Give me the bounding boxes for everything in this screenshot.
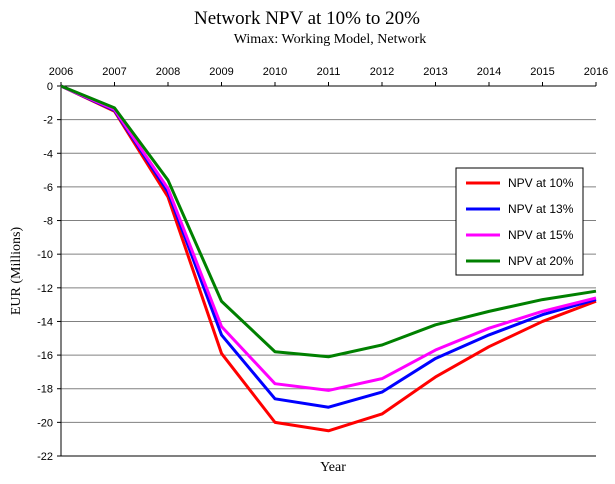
y-tick-label: -12 — [37, 283, 53, 295]
y-tick-label: -16 — [37, 350, 53, 362]
legend-label: NPV at 20% — [508, 254, 574, 268]
y-axis-label: EUR (Millions) — [9, 227, 24, 316]
y-tick-label: -18 — [37, 384, 53, 396]
x-tick-label: 2016 — [584, 66, 608, 78]
y-tick-label: -8 — [43, 216, 53, 228]
chart-subtitle: Wimax: Working Model, Network — [234, 32, 426, 47]
x-tick-labels: 2006 2007 2008 2009 2010 2011 2012 2013 2014 2015… — [49, 66, 608, 78]
axes — [57, 82, 597, 457]
x-tick-label: 2007 — [102, 66, 126, 78]
x-tick-label: 2008 — [156, 66, 180, 78]
x-tick-label: 2010 — [263, 66, 287, 78]
series-line-1 — [60, 84, 597, 433]
y-tick-labels: 0 -2 -4 -6 -8 -10 -12 -14 -16 -18 -20 -22 — [37, 81, 53, 463]
legend-label: NPV at 15% — [508, 228, 574, 242]
chart-title: Network NPV at 10% to 20% — [194, 8, 420, 29]
y-tick-label: -6 — [43, 182, 53, 194]
x-tick-label: 2006 — [49, 66, 73, 78]
series-line-4 — [60, 84, 597, 359]
x-axis-label: Year — [320, 460, 346, 475]
legend: NPV at 10% NPV at 13% NPV at 15% NPV at 20% — [455, 167, 584, 276]
y-tick-label: -20 — [37, 417, 53, 429]
y-tick-label: 0 — [47, 81, 53, 93]
grid — [61, 119, 596, 423]
x-tick-label: 2009 — [209, 66, 233, 78]
x-tick-label: 2012 — [370, 66, 394, 78]
series-line-3 — [60, 84, 597, 392]
x-tick-label: 2011 — [317, 66, 341, 78]
y-tick-label: -4 — [43, 148, 53, 160]
x-tick-label: 2015 — [530, 66, 554, 78]
y-tick-label: -14 — [37, 316, 53, 328]
y-tick-label: -10 — [37, 249, 53, 261]
legend-label: NPV at 10% — [508, 176, 574, 190]
series-lines — [60, 84, 597, 433]
x-tick-label: 2013 — [423, 66, 447, 78]
y-tick-label: -22 — [37, 451, 53, 463]
x-tick-label: 2014 — [477, 66, 501, 78]
legend-label: NPV at 13% — [508, 202, 574, 216]
y-tick-label: -2 — [43, 115, 53, 127]
legend-box — [455, 167, 584, 276]
